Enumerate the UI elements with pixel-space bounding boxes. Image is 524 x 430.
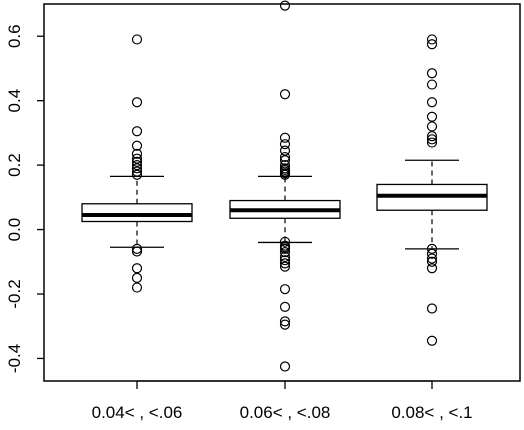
y-axis: -0.4 -0.2 0.0 0.2 0.4 0.6	[5, 24, 44, 373]
outlier-point	[279, 132, 291, 143]
outlier-point	[279, 0, 291, 11]
outlier-point	[131, 126, 143, 137]
y-tick-label-4: 0.4	[5, 89, 24, 113]
outlier-point	[279, 160, 291, 171]
outlier-point	[131, 156, 143, 167]
outlier-point	[426, 111, 438, 122]
box-0	[81, 34, 193, 293]
outlier-point	[426, 248, 438, 259]
outlier-point	[279, 169, 291, 180]
outlier-point	[279, 255, 291, 266]
outlier-point	[426, 121, 438, 132]
outlier-point	[426, 243, 438, 254]
outlier-point	[426, 263, 438, 274]
x-tick-label-0: 0.04< , <.06	[92, 403, 183, 422]
outlier-point	[131, 153, 143, 164]
outlier-point	[426, 303, 438, 314]
outlier-point	[131, 282, 143, 293]
y-tick-label-2: 0.0	[5, 218, 24, 242]
outlier-point	[279, 284, 291, 295]
outlier-point	[426, 34, 438, 45]
outlier-point	[279, 319, 291, 330]
outlier-point	[131, 169, 143, 180]
outlier-point	[131, 243, 143, 254]
box-2	[376, 34, 488, 346]
outlier-point	[279, 361, 291, 372]
y-tick-label-0: -0.4	[5, 344, 24, 373]
outlier-point	[279, 89, 291, 100]
outlier-point	[426, 335, 438, 346]
box-1	[229, 0, 341, 372]
x-tick-label-2: 0.08< , <.1	[391, 403, 472, 422]
outlier-point	[279, 247, 291, 258]
outlier-point	[131, 246, 143, 257]
outlier-point	[279, 151, 291, 163]
y-tick-label-1: -0.2	[5, 279, 24, 308]
box-series	[81, 0, 488, 372]
outlier-point	[131, 263, 143, 274]
outlier-point	[131, 140, 143, 151]
outlier-point	[279, 261, 291, 272]
outlier-point	[131, 160, 143, 171]
x-tick-label-1: 0.06< , <.08	[240, 403, 331, 422]
outlier-point	[426, 39, 438, 50]
outlier-point	[426, 253, 438, 264]
x-axis: 0.04< , <.06 0.06< , <.08 0.08< , <.1	[92, 380, 473, 422]
outlier-point	[131, 272, 143, 283]
outlier-point	[279, 316, 291, 327]
outlier-point	[279, 301, 291, 312]
outlier-point	[426, 256, 438, 267]
outlier-point	[426, 131, 438, 142]
iqr-box	[81, 203, 193, 223]
outlier-point	[426, 97, 438, 108]
outlier-point	[279, 139, 291, 150]
y-tick-label-5: 0.6	[5, 24, 24, 48]
outlier-point	[279, 236, 291, 247]
outlier-point	[426, 134, 438, 145]
outlier-point	[279, 251, 291, 263]
outlier-point	[131, 166, 143, 177]
outlier-point	[426, 79, 438, 90]
outlier-point	[131, 148, 143, 159]
outlier-point	[279, 145, 291, 156]
outlier-point	[131, 97, 143, 108]
outlier-point	[426, 68, 438, 79]
outlier-point	[131, 34, 143, 45]
outlier-point	[131, 163, 143, 174]
y-tick-label-3: 0.2	[5, 153, 24, 177]
outlier-point	[279, 243, 291, 254]
outlier-point	[279, 155, 291, 166]
outlier-point	[279, 258, 291, 269]
outlier-point	[426, 137, 438, 148]
